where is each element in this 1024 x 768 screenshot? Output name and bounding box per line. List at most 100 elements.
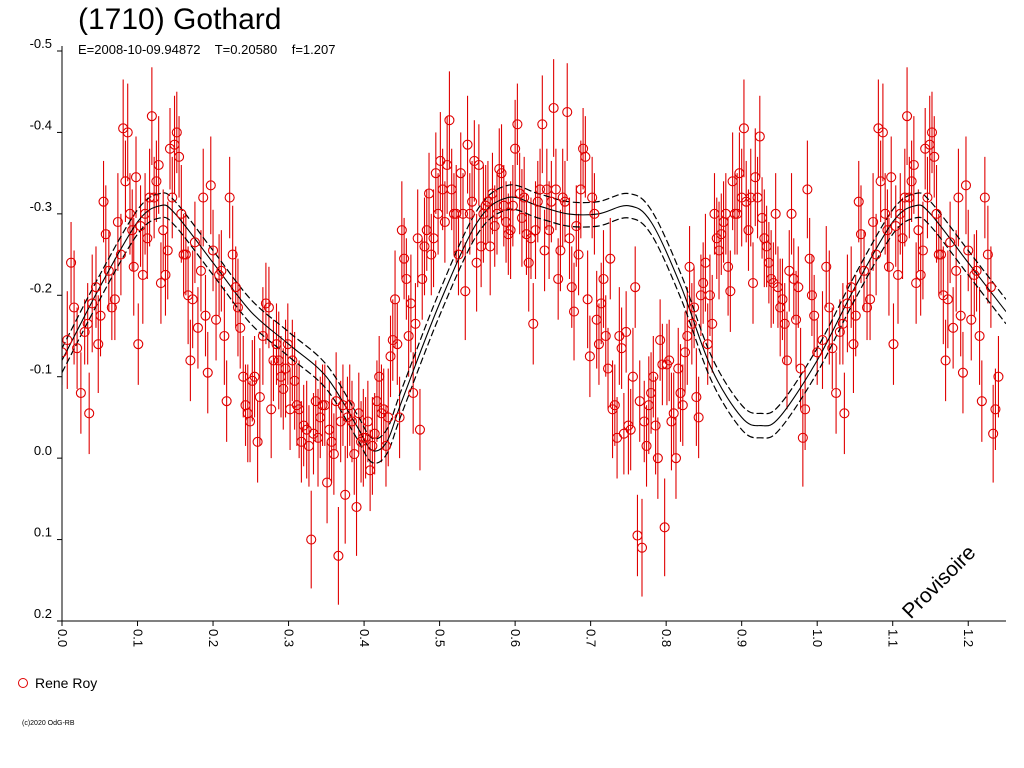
data-point [899,192,910,203]
data-point [725,286,736,297]
data-point [62,335,73,346]
data-point [880,208,891,219]
data-point [646,387,657,399]
y-tick-label: 0.1 [34,525,52,540]
data-point [98,196,109,207]
data-point [471,257,482,268]
data-point [664,355,675,366]
data-point [207,245,219,256]
y-tick-label: -0.3 [30,199,52,214]
data-point [219,330,230,342]
data-point [198,192,209,203]
data-point [346,416,358,427]
data-point [146,111,157,122]
data-point [897,233,908,244]
data-point [383,412,394,423]
data-point [496,168,507,179]
data-point [426,249,437,260]
data-point [573,249,584,260]
data-point [858,265,870,276]
data-point [546,196,557,207]
data-point [122,127,133,138]
data-point [988,428,999,439]
data-point [853,196,864,207]
data-point [180,249,191,260]
data-point [200,310,211,321]
data-point [227,249,238,260]
data-point [550,184,561,195]
data-point [886,172,897,183]
data-point [963,245,974,256]
data-point [224,192,235,203]
data-point [202,367,213,378]
data-point [120,176,131,187]
data-point [621,326,632,337]
data-point [882,225,893,236]
data-point [809,310,820,321]
data-point [700,257,711,268]
error-bars [62,59,999,605]
data-point [268,355,279,366]
data-point [507,200,518,211]
legend: Rene Roy [18,674,97,692]
data-point [144,192,155,203]
data-point [405,298,416,309]
data-point [491,208,503,219]
data-point [587,192,598,203]
data-point [344,400,355,411]
data-point [976,396,987,407]
data-point [93,339,104,350]
data-point [639,416,650,427]
data-point [598,273,609,285]
data-point [374,371,385,382]
data-point [539,245,550,256]
data-point [216,265,227,276]
y-tick-label: -0.2 [30,280,52,295]
data-point [333,550,344,561]
data-point [821,261,832,272]
data-point [693,412,704,423]
data-point [953,192,964,203]
data-point [591,314,602,325]
data-point [66,257,77,268]
data-point [84,408,95,419]
data-point [160,269,171,280]
data-point [655,335,666,346]
data-point [559,196,571,207]
data-point [948,322,959,333]
data-point [625,424,636,435]
data-points [62,102,1004,561]
data-point [430,168,441,179]
x-tick-label: 0.7 [584,629,599,647]
data-point [238,371,249,382]
data-point [349,449,360,460]
y-tick-label: -0.1 [30,362,52,377]
data-point [600,330,611,342]
data-point [457,208,469,219]
legend-marker-icon [18,678,28,688]
data-point [709,208,720,219]
data-point [158,225,169,236]
data-point [974,330,985,342]
data-point [942,294,953,305]
data-point [895,208,906,219]
data-point [392,339,403,350]
data-point [205,180,216,191]
data-point [401,273,412,285]
data-point [831,387,842,399]
data-point [555,245,566,256]
data-point [516,212,527,223]
data-point [668,408,679,419]
data-point [802,184,813,195]
data-point [271,339,282,350]
data-point [171,127,182,138]
data-point [455,168,466,179]
data-point [593,339,604,350]
data-point [931,208,942,219]
data-point [467,196,478,207]
data-point [804,253,815,264]
data-point [589,208,600,219]
data-point [800,404,811,415]
data-point [232,302,244,313]
data-point [109,294,120,305]
